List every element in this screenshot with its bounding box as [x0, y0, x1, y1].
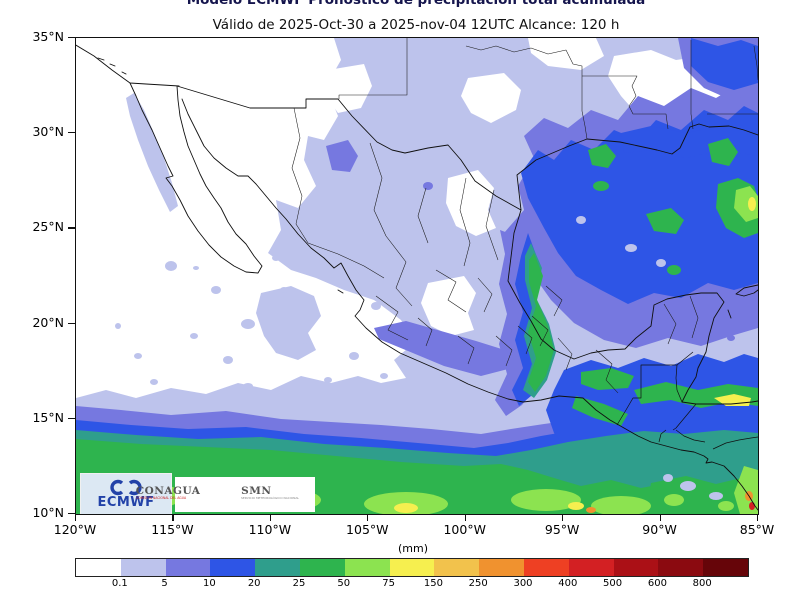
x-tick-label: 85°W [739, 522, 775, 537]
colorbar-segment [120, 559, 166, 576]
y-tick-mark [68, 227, 75, 229]
x-tick-label: 100°W [443, 522, 486, 537]
colorbar-tick-label: 0.1 [111, 578, 128, 589]
colorbar-tick-label: 300 [513, 578, 533, 589]
y-tick-label: 15°N [32, 409, 64, 425]
y-tick-mark [68, 132, 75, 134]
x-tick-label: 120°W [53, 522, 97, 537]
conagua-text-block: CONAGUA COMISIÓN NACIONAL DEL AGUA [136, 486, 232, 503]
colorbar-tick-label: 150 [423, 578, 443, 589]
colorbar-unit-label: (mm) [397, 542, 428, 555]
y-tick-label: 30°N [32, 124, 64, 140]
colorbar-tick-label: 5 [161, 578, 168, 589]
map-title-model: Modelo ECMWF Pronóstico de precipitación… [186, 0, 646, 8]
y-tick-mark [68, 417, 75, 419]
ecmwf-logo-icon [110, 479, 142, 496]
map-title-valid: Válido de 2025-Oct-30 a 2025-nov-04 12UT… [212, 17, 620, 33]
conagua-smn-logo-box: CONAGUA COMISIÓN NACIONAL DEL AGUA SMN S… [136, 477, 315, 512]
ecmwf-logo-box: ECMWF [80, 473, 172, 514]
y-tick-label: 10°N [32, 505, 64, 520]
conagua-name: CONAGUA [135, 485, 201, 498]
central-america-borders [616, 351, 758, 450]
map-canvas: ECMWF CONAGUA COMISIÓN NACIONAL DEL AGUA… [75, 37, 759, 515]
mx-state-borders [291, 107, 699, 394]
x-tick-label: 105°W [346, 522, 389, 537]
x-tick-mark [172, 515, 174, 521]
colorbar-tick-label: 25 [292, 578, 306, 589]
smn-subtitle: SERVICIO METEOROLÓGICO NACIONAL [241, 496, 300, 500]
colorbar-segment [210, 559, 256, 576]
smn-text-block: SMN SERVICIO METEOROLÓGICO NACIONAL [241, 486, 357, 503]
colorbar-segment [479, 559, 524, 576]
colorbar-tick-label: 50 [337, 578, 351, 589]
y-tick-label: 35°N [32, 29, 64, 44]
colorbar-segment [344, 559, 390, 576]
x-tick-mark [75, 515, 77, 521]
x-tick-label: 95°W [544, 522, 580, 537]
colorbar-segment [255, 559, 300, 576]
x-tick-label: 90°W [642, 522, 677, 537]
colorbar-segment [389, 559, 435, 576]
x-tick-mark [269, 515, 272, 521]
colorbar-segment [76, 559, 121, 576]
x-tick-mark [562, 515, 564, 521]
colorbar-segment [658, 559, 704, 576]
y-tick-label: 25°N [32, 219, 64, 235]
colorbar-segment [523, 559, 569, 576]
colorbar-tick-label: 75 [382, 578, 395, 589]
x-tick-label: 110°W [248, 522, 292, 537]
colorbar-segment [165, 559, 211, 576]
conagua-subtitle: COMISIÓN NACIONAL DEL AGUA [135, 496, 186, 500]
colorbar-tick-label: 800 [692, 578, 712, 589]
colorbar-tick-label: 600 [647, 578, 667, 589]
colorbar-tick-label: 400 [558, 578, 578, 589]
x-tick-mark [464, 515, 466, 521]
x-tick-mark [659, 515, 661, 521]
colorbar-segment [613, 559, 659, 576]
colorbar-tick-label: 20 [247, 578, 261, 589]
smn-name: SMN [241, 485, 272, 498]
colorbar-segment [434, 559, 480, 576]
precipitation-map-svg [76, 38, 758, 514]
y-tick-label: 20°N [32, 314, 64, 330]
x-tick-mark [757, 515, 759, 521]
colorbar-segment [568, 559, 614, 576]
colorbar-segment [299, 559, 345, 576]
coastlines [76, 44, 758, 511]
colorbar [75, 558, 749, 577]
y-tick-mark [68, 322, 75, 324]
x-tick-label: 115°W [151, 522, 194, 537]
us-state-borders [338, 38, 758, 140]
colorbar-tick-label: 10 [203, 578, 216, 589]
y-tick-mark [68, 513, 75, 515]
precip-lavender-patches [115, 93, 388, 389]
x-tick-mark [367, 515, 369, 521]
y-tick-mark [68, 37, 75, 39]
colorbar-segment [703, 559, 748, 576]
colorbar-tick-label: 500 [603, 578, 623, 589]
colorbar-tick-label: 250 [468, 578, 488, 589]
ecmwf-logo-label: ECMWF [97, 495, 155, 510]
